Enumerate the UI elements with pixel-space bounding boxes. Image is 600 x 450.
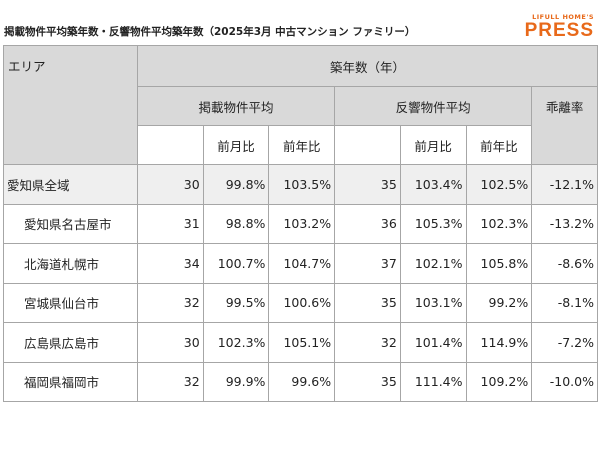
table-row: 北海道札幌市 34 100.7% 104.7% 37 102.1% 105.8% -8.6% (3, 243, 598, 284)
gap-header: 乖離率 (531, 86, 598, 165)
area-cell: 広島県広島市 (3, 322, 138, 363)
area-cell: 福岡県福岡市 (3, 361, 138, 402)
value-cell: 103.2% (268, 203, 336, 244)
value-cell: 101.4% (399, 322, 467, 363)
value-cell: -8.1% (531, 282, 598, 323)
value-cell: 103.1% (399, 282, 467, 323)
value-cell: 114.9% (465, 322, 533, 363)
area-cell: 北海道札幌市 (3, 243, 138, 284)
value-cell: 99.9% (202, 361, 270, 402)
table-row: 広島県広島市 30 102.3% 105.1% 32 101.4% 114.9% -7.2% (3, 322, 598, 363)
table-row: 宮城県仙台市 32 99.5% 100.6% 35 103.1% 99.2% -8.1% (3, 282, 598, 323)
sub-column-header: 前年比 (465, 125, 533, 165)
value-cell: 103.5% (268, 164, 336, 205)
value-cell: 99.2% (465, 282, 533, 323)
value-cell: 30 (137, 322, 204, 363)
value-cell: 102.1% (399, 243, 467, 284)
subgroup-header: 掲載物件平均 (136, 86, 336, 126)
value-cell: 31 (137, 203, 204, 244)
value-cell: 99.8% (202, 164, 270, 205)
value-cell: 35 (334, 361, 401, 402)
value-cell: 37 (334, 243, 401, 284)
value-cell: -8.6% (531, 243, 598, 284)
value-cell: 102.3% (465, 203, 533, 244)
value-cell: 109.2% (465, 361, 533, 402)
value-cell: 99.6% (268, 361, 336, 402)
area-header: エリア (3, 45, 138, 165)
area-cell: 愛知県全域 (3, 164, 138, 205)
logo: LIFULL HOME'S PRESS (525, 14, 594, 40)
value-cell: 32 (137, 282, 204, 323)
empty-header (334, 125, 401, 165)
value-cell: 105.8% (465, 243, 533, 284)
value-cell: 98.8% (202, 203, 270, 244)
value-cell: -13.2% (531, 203, 598, 244)
value-cell: 105.3% (399, 203, 467, 244)
empty-header (137, 125, 204, 165)
value-cell: 36 (334, 203, 401, 244)
value-cell: -7.2% (531, 322, 598, 363)
value-cell: 111.4% (399, 361, 467, 402)
value-cell: 102.3% (202, 322, 270, 363)
sub-column-header: 前月比 (399, 125, 467, 165)
value-cell: 103.4% (399, 164, 467, 205)
table-row: 愛知県全域 30 99.8% 103.5% 35 103.4% 102.5% -12.1% (3, 164, 598, 205)
table: エリア 築年数（年） 掲載物件平均 反響物件平均 乖離率 前月比 前年比 前月比… (3, 45, 598, 402)
logo-top: LIFULL HOME'S (532, 13, 594, 21)
value-cell: 100.7% (202, 243, 270, 284)
sub-column-header: 前年比 (268, 125, 336, 165)
title: 掲載物件平均築年数・反響物件平均築年数（2025年3月 中古マンション ファミリ… (4, 26, 416, 38)
value-cell: 32 (137, 361, 204, 402)
sub-column-header: 前月比 (202, 125, 270, 165)
group-header: 築年数（年） (137, 45, 598, 87)
value-cell: 35 (334, 282, 401, 323)
value-cell: 99.5% (202, 282, 270, 323)
table-row: 福岡県福岡市 32 99.9% 99.6% 35 111.4% 109.2% -10.0% (3, 361, 598, 402)
value-cell: -12.1% (531, 164, 598, 205)
value-cell: 35 (334, 164, 401, 205)
value-cell: 100.6% (268, 282, 336, 323)
value-cell: 105.1% (268, 322, 336, 363)
area-cell: 愛知県名古屋市 (3, 203, 138, 244)
area-cell: 宮城県仙台市 (3, 282, 138, 323)
value-cell: 102.5% (465, 164, 533, 205)
logo-main: PRESS (524, 19, 594, 41)
value-cell: 34 (137, 243, 204, 284)
subgroup-header: 反響物件平均 (334, 86, 533, 126)
table-row: 愛知県名古屋市 31 98.8% 103.2% 36 105.3% 102.3% -13.2% (3, 203, 598, 244)
value-cell: 30 (137, 164, 204, 205)
value-cell: 104.7% (268, 243, 336, 284)
value-cell: 32 (334, 322, 401, 363)
value-cell: -10.0% (531, 361, 598, 402)
